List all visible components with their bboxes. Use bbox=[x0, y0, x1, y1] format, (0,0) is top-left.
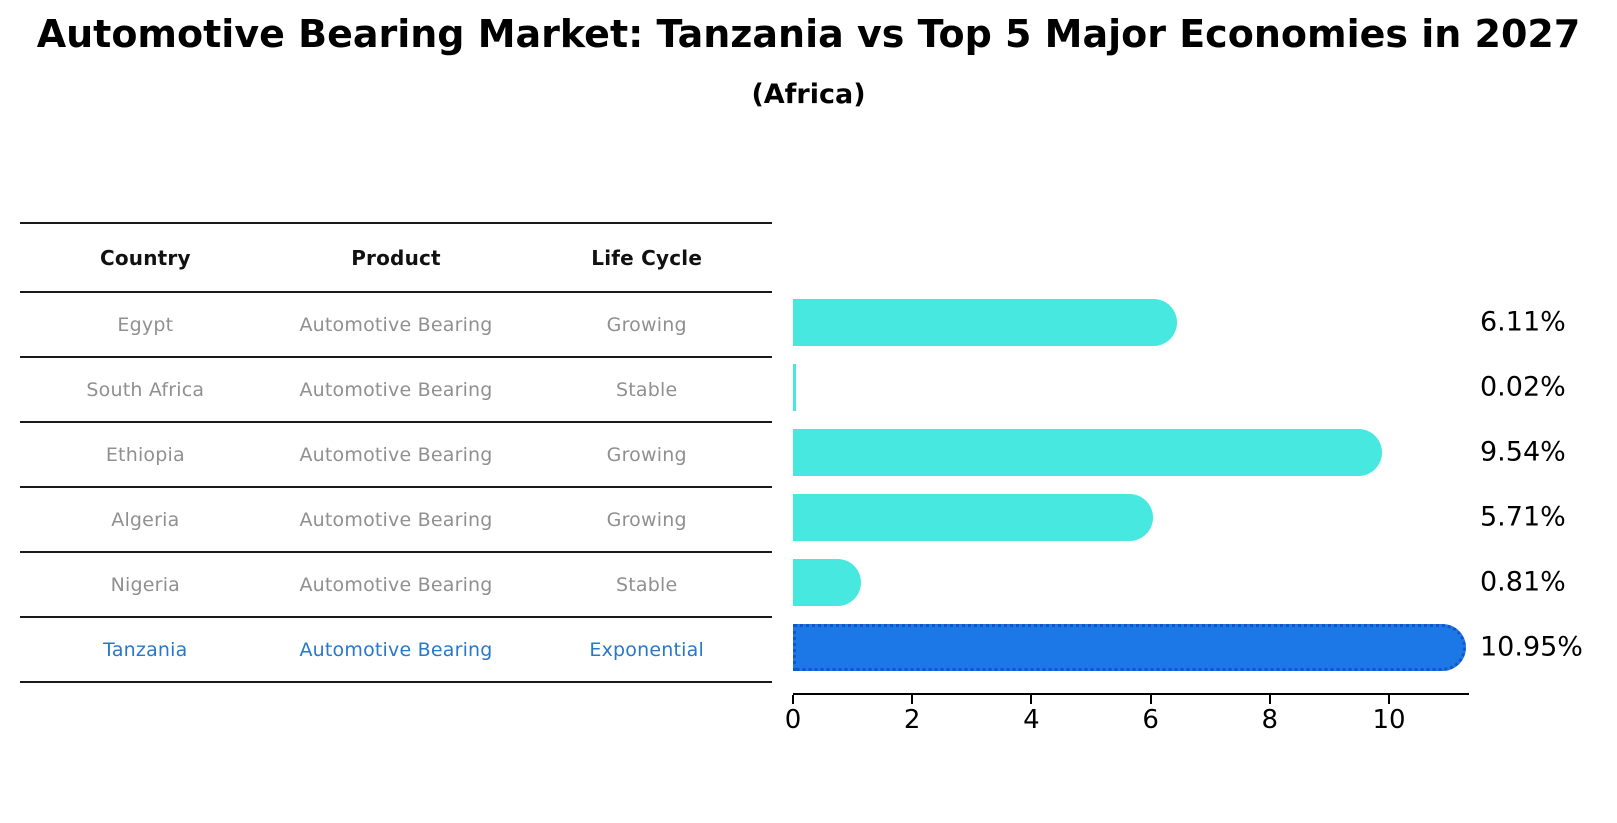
cell-product: Automotive Bearing bbox=[299, 378, 493, 401]
table-row-egypt: Egypt Automotive Bearing Growing bbox=[20, 293, 772, 358]
cell-product: Automotive Bearing bbox=[299, 313, 493, 336]
x-tick-label: 6 bbox=[1142, 705, 1159, 735]
table-header-row: Country Product Life Cycle bbox=[20, 224, 772, 293]
table-row-tanzania: Tanzania Automotive Bearing Exponential bbox=[20, 618, 772, 683]
value-label-tanzania: 10.95% bbox=[1480, 631, 1583, 663]
col-header-lifecycle: Life Cycle bbox=[591, 245, 703, 270]
cell-lifecycle: Growing bbox=[606, 508, 687, 531]
cell-lifecycle: Growing bbox=[606, 313, 687, 336]
cell-country: Nigeria bbox=[110, 573, 181, 596]
comparison-table: Country Product Life Cycle Egypt Automot… bbox=[20, 222, 772, 683]
x-tick-label: 10 bbox=[1372, 705, 1406, 735]
bar-nigeria bbox=[793, 558, 862, 606]
x-tick-mark bbox=[1149, 695, 1152, 704]
cell-country: Algeria bbox=[111, 508, 180, 531]
value-label-nigeria: 0.81% bbox=[1480, 566, 1566, 598]
cell-country: Tanzania bbox=[103, 638, 188, 661]
cell-product: Automotive Bearing bbox=[299, 443, 493, 466]
value-label-egypt: 6.11% bbox=[1480, 306, 1566, 338]
table-row-algeria: Algeria Automotive Bearing Growing bbox=[20, 488, 772, 553]
value-label-ethiopia: 9.54% bbox=[1480, 436, 1566, 468]
cell-country: South Africa bbox=[86, 378, 205, 401]
x-tick-mark bbox=[792, 695, 794, 704]
cell-product: Automotive Bearing bbox=[299, 573, 493, 596]
bar-egypt bbox=[793, 298, 1178, 346]
cell-product: Automotive Bearing bbox=[299, 638, 493, 661]
bar-tanzania bbox=[793, 623, 1466, 671]
cell-lifecycle: Exponential bbox=[589, 638, 704, 661]
x-tick-mark bbox=[911, 695, 914, 704]
bar-algeria bbox=[793, 493, 1154, 541]
x-tick-label: 4 bbox=[1023, 705, 1040, 735]
cell-lifecycle: Growing bbox=[606, 443, 687, 466]
x-axis-line bbox=[793, 693, 1469, 695]
cell-country: Ethiopia bbox=[105, 443, 185, 466]
table-row-ethiopia: Ethiopia Automotive Bearing Growing bbox=[20, 423, 772, 488]
x-tick-mark bbox=[1388, 695, 1390, 704]
chart-title: Automotive Bearing Market: Tanzania vs T… bbox=[36, 12, 1581, 56]
value-label-south-africa: 0.02% bbox=[1480, 371, 1566, 403]
x-tick-label: 2 bbox=[903, 705, 921, 735]
x-tick-mark bbox=[1030, 695, 1033, 704]
cell-product: Automotive Bearing bbox=[299, 508, 493, 531]
bar-ethiopia bbox=[793, 428, 1382, 476]
table-row-nigeria: Nigeria Automotive Bearing Stable bbox=[20, 553, 772, 618]
x-tick-mark bbox=[1268, 695, 1271, 704]
cell-country: Egypt bbox=[117, 313, 174, 336]
table-row-south-africa: South Africa Automotive Bearing Stable bbox=[20, 358, 772, 423]
col-header-country: Country bbox=[99, 245, 191, 270]
cell-lifecycle: Stable bbox=[615, 573, 678, 596]
bar-south-africa bbox=[793, 363, 796, 411]
cell-lifecycle: Stable bbox=[615, 378, 678, 401]
x-tick-label: 0 bbox=[784, 705, 802, 735]
value-label-algeria: 5.71% bbox=[1480, 501, 1566, 533]
chart-subtitle: (Africa) bbox=[751, 79, 866, 110]
col-header-product: Product bbox=[351, 245, 441, 270]
x-tick-label: 8 bbox=[1261, 705, 1279, 735]
